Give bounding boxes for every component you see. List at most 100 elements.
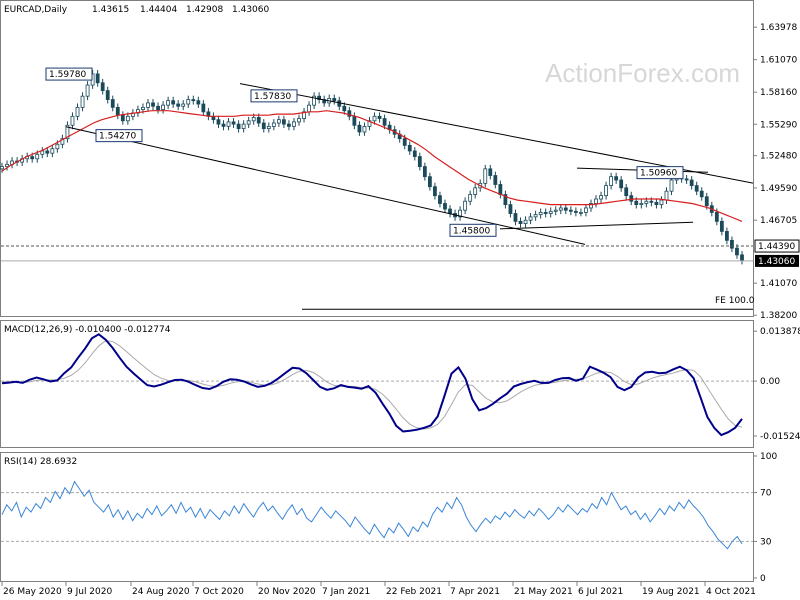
price-candle-body bbox=[367, 120, 372, 127]
x-axis-tick-label: 7 Oct 2020 bbox=[194, 587, 244, 597]
price-candle-body bbox=[125, 115, 130, 122]
price-candle-body bbox=[50, 148, 55, 154]
price-candle-body bbox=[60, 138, 65, 145]
annotation-label: 1.59780 bbox=[49, 70, 86, 80]
x-axis-tick-label: 7 Apr 2021 bbox=[450, 587, 500, 597]
price-candle-body bbox=[538, 212, 543, 216]
price-candle-body bbox=[236, 123, 241, 130]
macd-pane-title: MACD(12,26,9) -0.010400 -0.012774 bbox=[4, 325, 171, 335]
price-candle-body bbox=[0, 166, 4, 170]
price-candle-body bbox=[35, 153, 40, 160]
price-candle-body bbox=[714, 212, 719, 222]
price-candle-body bbox=[5, 163, 9, 168]
annotation-label: 1.50960 bbox=[640, 169, 677, 179]
price-candle-body bbox=[427, 176, 432, 188]
price-y-tick-label: 1.41070 bbox=[760, 279, 797, 289]
price-candle-body bbox=[342, 105, 347, 112]
price-candle-body bbox=[261, 122, 266, 130]
price-level-tag bbox=[754, 239, 800, 253]
annotation-box bbox=[95, 129, 143, 143]
price-candle-body bbox=[105, 90, 110, 100]
price-candle-body bbox=[493, 175, 498, 185]
x-axis-tick-label: 7 Jan 2021 bbox=[322, 587, 370, 597]
price-candle-body bbox=[146, 102, 150, 108]
price-candle-body bbox=[407, 144, 412, 152]
price-candle-body bbox=[297, 118, 301, 123]
price-y-tick-label: 1.61070 bbox=[760, 56, 797, 66]
price-candle-body bbox=[226, 121, 231, 127]
price-candle-body bbox=[594, 198, 598, 204]
rsi-y-tick-label: 0 bbox=[760, 574, 766, 584]
x-axis-tick-label: 24 Aug 2020 bbox=[132, 587, 190, 597]
price-candle-body bbox=[246, 120, 251, 125]
price-candle-body bbox=[639, 203, 644, 205]
price-candle-body bbox=[624, 187, 629, 197]
x-axis-tick-label: 9 Jul 2020 bbox=[67, 587, 112, 597]
price-candle-body bbox=[65, 124, 70, 140]
annotation-label: 1.54270 bbox=[99, 132, 136, 142]
price-candle-body bbox=[161, 104, 165, 111]
x-axis-tick-label: 20 Nov 2020 bbox=[258, 587, 316, 597]
price-candle-body bbox=[735, 247, 739, 256]
price-candle-body bbox=[70, 115, 75, 126]
price-candle-body bbox=[548, 210, 553, 214]
price-candle-body bbox=[352, 115, 357, 126]
price-candle-body bbox=[503, 194, 508, 205]
annotation-box bbox=[45, 67, 93, 81]
price-candle-body bbox=[654, 201, 659, 205]
price-candle-body bbox=[181, 103, 186, 107]
fe-label: FE 100.0 bbox=[715, 296, 755, 306]
price-candle-body bbox=[377, 115, 382, 119]
price-candle-body bbox=[402, 138, 407, 146]
trendline bbox=[499, 221, 694, 230]
price-y-tick-label: 1.46705 bbox=[760, 216, 797, 226]
price-candle-body bbox=[372, 115, 377, 122]
rsi-pane-frame bbox=[0, 452, 754, 582]
trendline bbox=[65, 126, 586, 245]
price-pane-frame bbox=[0, 0, 754, 317]
price-y-tick-label: 1.38200 bbox=[760, 311, 797, 321]
annotation-box bbox=[250, 89, 298, 103]
price-candle-body bbox=[533, 214, 538, 218]
price-candle-body bbox=[724, 231, 729, 241]
rsi-line bbox=[1, 480, 743, 550]
price-candle-body bbox=[468, 194, 473, 202]
price-candle-body bbox=[488, 168, 493, 176]
watermark: ActionForex.com bbox=[545, 58, 740, 88]
price-candle-body bbox=[563, 207, 568, 211]
price-candle-body bbox=[573, 210, 578, 213]
price-candle-body bbox=[443, 203, 447, 210]
price-candle-body bbox=[579, 212, 583, 214]
price-candle-body bbox=[332, 98, 337, 102]
price-candle-body bbox=[433, 186, 437, 197]
annotation-label: 1.57830 bbox=[254, 92, 291, 102]
price-candle-body bbox=[513, 213, 518, 222]
price-candle-body bbox=[241, 123, 246, 130]
price-candle-body bbox=[307, 104, 311, 113]
price-candle-body bbox=[120, 114, 125, 122]
price-candle-body bbox=[438, 195, 442, 204]
macd-y-tick-label: 0.00 bbox=[760, 377, 780, 387]
moving-average-line bbox=[1, 110, 743, 222]
price-candle-body bbox=[287, 123, 291, 127]
price-candle-body bbox=[186, 99, 191, 105]
price-y-tick-label: 1.63978 bbox=[760, 23, 797, 33]
macd-line bbox=[1, 333, 743, 437]
price-candle-body bbox=[730, 239, 734, 249]
price-candle-body bbox=[634, 200, 639, 205]
price-ohlc-low: 1.42908 bbox=[186, 5, 223, 15]
macd-pane-frame bbox=[0, 320, 754, 448]
price-candle-body bbox=[141, 106, 145, 111]
price-candle-body bbox=[422, 166, 427, 178]
price-candle-body bbox=[201, 103, 206, 113]
price-level-tag-label: 1.44390 bbox=[758, 242, 795, 252]
price-candle-body bbox=[292, 121, 296, 127]
price-candle-body bbox=[669, 179, 674, 192]
price-candle-body bbox=[483, 168, 488, 184]
price-y-tick-label: 1.55290 bbox=[760, 120, 797, 130]
annotation-label: 1.45800 bbox=[453, 226, 490, 236]
price-y-tick-label: 1.49590 bbox=[760, 184, 797, 194]
price-candle-body bbox=[282, 119, 286, 125]
price-candle-body bbox=[271, 122, 276, 127]
price-candle-body bbox=[543, 212, 548, 214]
